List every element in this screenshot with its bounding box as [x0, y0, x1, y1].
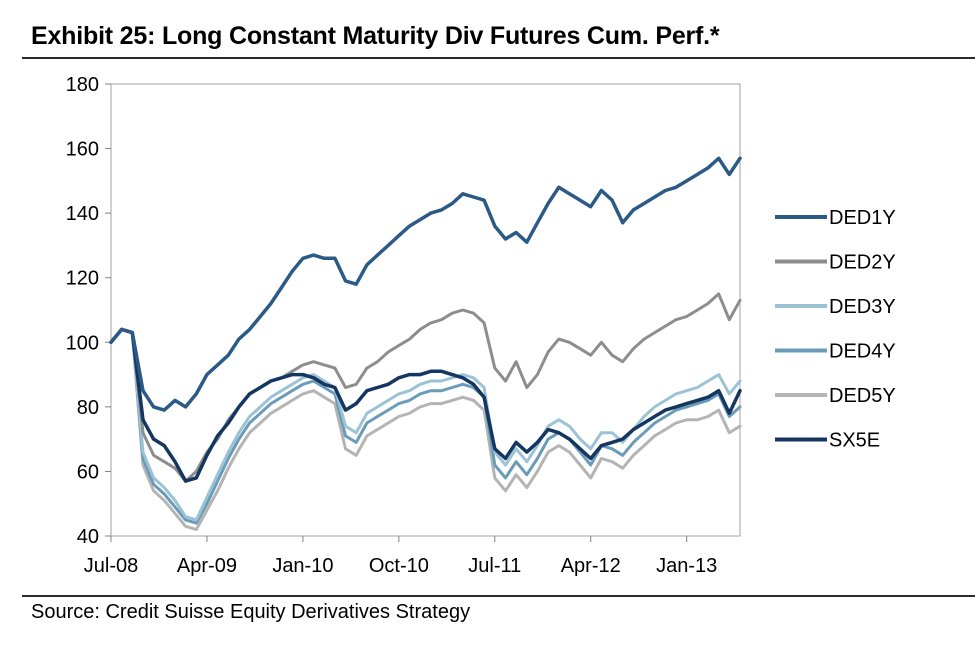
y-tick-label: 140 — [66, 203, 99, 225]
legend-label-ded1y: DED1Y — [829, 207, 896, 229]
chart-series — [109, 156, 742, 531]
x-tick-label: Apr-12 — [561, 555, 621, 577]
series-line-ded2y — [109, 292, 742, 483]
x-tick-label: Jul-08 — [84, 555, 138, 577]
chart-legend: DED1Y DED2Y DED3Y DED4Y DED5Y SX5E — [775, 207, 896, 452]
source-note: Source: Credit Suisse Equity Derivatives… — [31, 601, 471, 623]
y-tick-label: 40 — [77, 526, 99, 548]
x-tick-label: Jul-11 — [468, 555, 521, 577]
series-line-ded1y — [109, 156, 742, 412]
x-tick-label: Jan-10 — [272, 555, 333, 577]
y-tick-label: 160 — [66, 139, 99, 161]
y-tick-label: 120 — [66, 268, 99, 290]
y-tick-label: 60 — [77, 461, 99, 483]
y-tick-label: 80 — [77, 397, 99, 419]
legend-label-ded4y: DED4Y — [829, 341, 896, 363]
series-line-sx5e — [109, 327, 742, 483]
x-tick-label: Apr-09 — [177, 555, 237, 577]
x-tick-label: Oct-10 — [369, 555, 429, 577]
y-tick-label: 180 — [66, 74, 99, 96]
chart-title: Exhibit 25: Long Constant Maturity Div F… — [31, 22, 720, 50]
bottom-divider — [22, 595, 975, 597]
legend-label-ded5y: DED5Y — [829, 385, 896, 407]
legend-label-ded2y: DED2Y — [829, 252, 896, 274]
series-line-ded4y — [109, 327, 742, 525]
x-tick-label: Jan-13 — [656, 555, 717, 577]
top-divider — [22, 57, 975, 59]
series-line-ded5y — [109, 327, 742, 531]
series-line-ded3y — [109, 327, 742, 522]
legend-label-ded3y: DED3Y — [829, 296, 896, 318]
y-tick-label: 100 — [66, 332, 99, 354]
chart-axes: 40 60 80 100 120 140 160 180 Jul-08 Apr-09 Jan-10 O… — [66, 74, 741, 577]
legend-label-sx5e: SX5E — [829, 430, 880, 452]
plot-frame — [110, 83, 741, 537]
